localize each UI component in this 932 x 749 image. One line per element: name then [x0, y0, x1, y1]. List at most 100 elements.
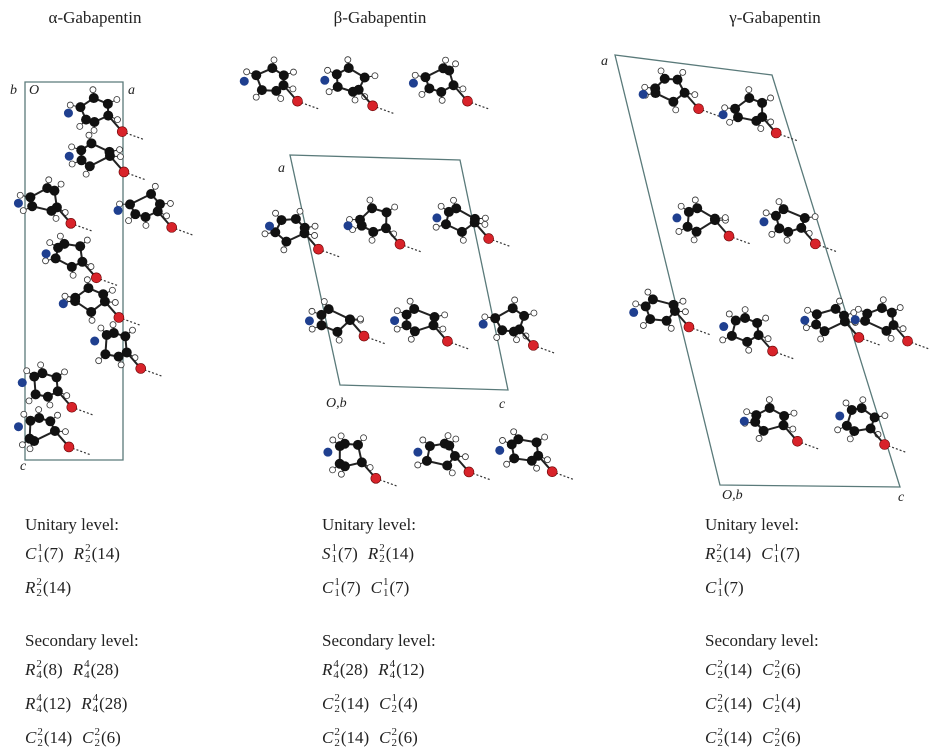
symbol: S	[322, 544, 331, 563]
carbon-atom	[348, 87, 358, 97]
carbon-atom	[449, 80, 459, 90]
subscript: 2	[85, 554, 91, 565]
indices: 22	[775, 727, 781, 749]
level-heading: Unitary level:	[705, 516, 799, 533]
hydrogen-atom	[96, 358, 102, 364]
hydrogen-atom	[499, 437, 505, 443]
oxygen-atom	[91, 273, 101, 283]
oxygen-atom	[136, 363, 146, 373]
hydrogen-atom	[680, 69, 686, 75]
carbon-atom	[744, 93, 754, 103]
hydrogen-atom	[412, 72, 418, 78]
hydrogen-atom	[744, 409, 750, 415]
hydrogen-atom	[19, 442, 25, 448]
carbon-atom	[710, 214, 720, 224]
carbon-atom	[103, 99, 113, 109]
level-heading: Secondary level:	[25, 632, 139, 649]
carbon-atom	[425, 441, 435, 451]
nitrogen-atom	[851, 315, 860, 324]
carbon-atom	[357, 457, 367, 467]
oxygen-atom	[167, 222, 177, 232]
hydrogen-atom	[897, 305, 903, 311]
symbol: R	[368, 544, 378, 563]
carbon-atom	[668, 97, 678, 107]
hydrogen-atom	[17, 192, 23, 198]
carbon-atom	[360, 73, 370, 83]
nitrogen-atom	[409, 79, 418, 88]
ring-size: (7)	[724, 578, 744, 597]
carbon-atom	[34, 413, 44, 423]
graph-set: C22(14)	[322, 694, 369, 716]
hydrogen-atom	[118, 362, 124, 368]
carbon-atom	[757, 98, 767, 108]
hydrogen-atom	[62, 429, 68, 435]
symbol: C	[322, 694, 333, 713]
carbon-atom	[771, 211, 781, 221]
hydrogen-atom	[882, 413, 888, 419]
hydrogen-atom	[69, 161, 75, 167]
graph-set: C22(14)	[705, 728, 752, 749]
carbon-atom	[353, 440, 363, 450]
hydrogen-atom	[309, 308, 315, 314]
nitrogen-atom	[629, 308, 638, 317]
hydrogen-atom	[544, 457, 550, 463]
carbon-atom	[89, 93, 99, 103]
hydrogen-atom	[722, 105, 728, 111]
nitrogen-atom	[240, 77, 249, 86]
carbon-atom	[532, 437, 542, 447]
hydrogen-atom	[112, 299, 118, 305]
carbon-atom	[103, 111, 113, 121]
carbon-atom	[436, 87, 446, 97]
hydrogen-atom	[440, 326, 446, 332]
oxygen-atom	[368, 101, 378, 111]
carbon-atom	[333, 82, 343, 92]
hydrogen-atom	[336, 337, 342, 343]
symbol: C	[322, 728, 333, 747]
oxygen-atom	[371, 473, 381, 483]
hydrogen-atom	[460, 237, 466, 243]
level-heading: Unitary level:	[25, 516, 119, 533]
carbon-atom	[355, 215, 365, 225]
nitrogen-atom	[18, 378, 27, 387]
carbon-atom	[783, 227, 793, 237]
carbon-atom	[89, 117, 99, 127]
oxygen-atom	[768, 346, 778, 356]
level-heading: Secondary level:	[705, 632, 819, 649]
hydrogen-atom	[855, 306, 861, 312]
graph-set: R22(14)	[74, 544, 120, 566]
graph-set: C11(7)	[705, 578, 744, 600]
oxygen-atom	[547, 467, 557, 477]
graph-set: R22(14)	[25, 578, 71, 600]
symbol: C	[379, 694, 390, 713]
hydrogen-atom	[98, 325, 104, 331]
nitrogen-atom	[740, 417, 749, 426]
axis-label: c	[898, 491, 904, 505]
hydrogen-atom	[58, 181, 64, 187]
ring-size: (14)	[386, 544, 414, 563]
carbon-atom	[109, 328, 119, 338]
ring-size: (7)	[44, 544, 64, 563]
graph-set: R22(14)	[368, 544, 414, 566]
subscript: 2	[775, 704, 781, 715]
carbon-atom	[779, 204, 789, 214]
carbon-atom	[25, 192, 35, 202]
notation-line: R44(28)R44(12)	[322, 660, 434, 682]
carbon-atom	[43, 392, 53, 402]
hydrogen-atom	[55, 412, 61, 418]
carbon-atom	[317, 320, 327, 330]
subscript: 4	[93, 704, 99, 715]
symbol: R	[705, 544, 715, 563]
nitrogen-atom	[495, 446, 504, 455]
indices: 22	[334, 727, 340, 749]
carbon-atom	[98, 289, 108, 299]
hydrogen-atom	[338, 433, 344, 439]
hydrogen-atom	[312, 223, 318, 229]
hydrogen-atom	[84, 277, 90, 283]
unit-cell	[290, 155, 508, 390]
oxygen-atom	[880, 440, 890, 450]
hydrogen-atom	[511, 429, 517, 435]
carbon-atom	[25, 434, 35, 444]
ring-size: (14)	[341, 694, 369, 713]
subscript: 2	[334, 738, 340, 749]
